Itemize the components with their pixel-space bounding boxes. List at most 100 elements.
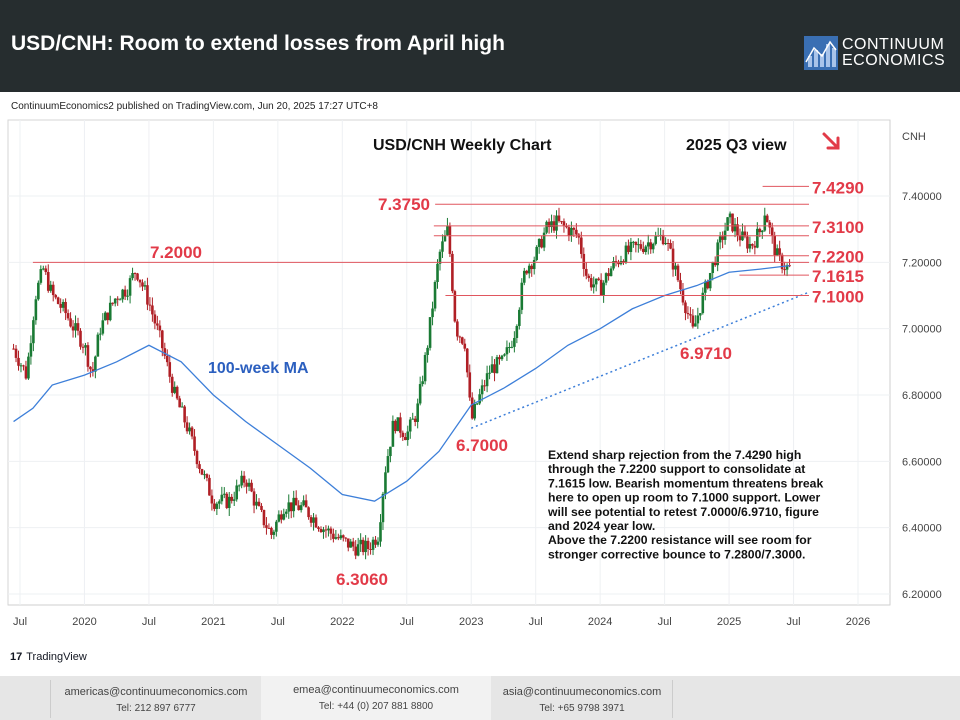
candle-body <box>431 308 434 318</box>
candle-body <box>322 529 325 533</box>
asia-email[interactable]: asia@continuumeconomics.com <box>502 686 662 698</box>
candle-body <box>557 215 561 222</box>
candle-body <box>54 295 58 298</box>
candle-body <box>46 272 50 291</box>
candle-body <box>76 323 80 331</box>
candle-body <box>307 507 310 518</box>
candle-body <box>379 522 382 542</box>
candle-body <box>272 531 276 535</box>
candle-body <box>751 244 754 246</box>
x-tick-label: 2020 <box>72 616 96 628</box>
candle-body <box>537 238 541 247</box>
candle-body <box>478 394 481 404</box>
candle-body <box>56 297 60 304</box>
candle-body <box>116 298 119 300</box>
candle-body <box>775 248 779 256</box>
candle-body <box>193 436 196 451</box>
footer: americas@continuumeconomics.com Tel: 212… <box>0 676 960 720</box>
candle-body <box>51 284 55 296</box>
candle-body <box>32 320 35 344</box>
chart-title: USD/CNH Weekly Chart <box>373 137 552 154</box>
x-tick-label: Jul <box>142 616 156 628</box>
candle-body <box>396 417 400 432</box>
candle-body <box>423 354 427 382</box>
candle-body <box>210 495 214 504</box>
candle-body <box>49 284 53 291</box>
candle-body <box>532 259 536 270</box>
candle-body <box>218 501 221 504</box>
x-tick-label: Jul <box>658 616 672 628</box>
candle-body <box>403 437 407 441</box>
candle-body <box>349 541 353 548</box>
candle-body <box>260 505 263 511</box>
x-tick-label: 2026 <box>846 616 870 628</box>
candle-body <box>158 325 162 331</box>
candle-body <box>768 222 772 228</box>
candle-body <box>503 354 506 356</box>
candle-body <box>64 301 67 314</box>
candle-body <box>428 317 432 348</box>
candle-body <box>161 330 164 349</box>
candle-body <box>674 265 677 270</box>
candle-body <box>545 221 548 233</box>
candle-body <box>567 227 571 236</box>
candle-body <box>562 221 566 226</box>
candle-body <box>103 312 107 321</box>
candle-body <box>361 539 365 553</box>
candle-body <box>488 372 491 374</box>
americas-email[interactable]: americas@continuumeconomics.com <box>64 686 248 698</box>
candle-body <box>302 500 305 506</box>
candle-body <box>604 273 608 283</box>
candle-body <box>118 299 122 301</box>
candle-body <box>413 418 417 422</box>
candle-body <box>84 345 87 348</box>
candle-body <box>654 236 657 244</box>
commentary-line: Above the 7.2200 resistance will see roo… <box>548 533 812 547</box>
candle-body <box>721 236 724 240</box>
candle-body <box>594 278 598 285</box>
candle-body <box>629 241 633 253</box>
candle-body <box>399 417 402 433</box>
candle-body <box>389 446 392 457</box>
candle-body <box>473 404 477 419</box>
y-axis-label: CNH <box>902 131 926 143</box>
candle-body <box>44 268 48 273</box>
candle-body <box>456 321 459 337</box>
candle-body <box>614 261 618 263</box>
candle-body <box>540 238 543 248</box>
candle-body <box>208 477 211 496</box>
candle-body <box>753 245 757 248</box>
candle-body <box>252 491 256 506</box>
candle-body <box>220 494 224 502</box>
candle-body <box>138 279 142 283</box>
candle-body <box>443 235 447 242</box>
y-tick-label: 6.40000 <box>902 523 942 535</box>
candle-body <box>664 242 667 245</box>
candle-body <box>726 217 729 231</box>
candle-body <box>128 278 132 296</box>
x-tick-label: Jul <box>13 616 27 628</box>
candle-body <box>108 302 112 321</box>
candle-body <box>592 284 596 288</box>
candle-body <box>572 227 576 230</box>
continuum-economics-logo: CONTINUUM ECONOMICS <box>804 36 954 72</box>
candle-body <box>515 325 519 338</box>
candle-body <box>292 497 296 512</box>
candle-body <box>463 343 467 349</box>
candle-body <box>101 320 105 334</box>
candle-body <box>178 398 181 408</box>
candle-body <box>535 246 538 260</box>
candle-body <box>230 496 234 501</box>
asia-tel: Tel: +65 9798 3971 <box>539 703 625 714</box>
candle-body <box>411 418 415 420</box>
candle-body <box>468 372 472 398</box>
candle-body <box>74 323 77 331</box>
candle-body <box>770 227 774 236</box>
candle-body <box>284 511 288 514</box>
candle-body <box>570 227 573 236</box>
candle-body <box>671 248 675 270</box>
emea-email[interactable]: emea@continuumeconomics.com <box>293 684 459 696</box>
candle-body <box>354 546 357 556</box>
candle-body <box>783 269 786 271</box>
candle-body <box>121 289 124 300</box>
